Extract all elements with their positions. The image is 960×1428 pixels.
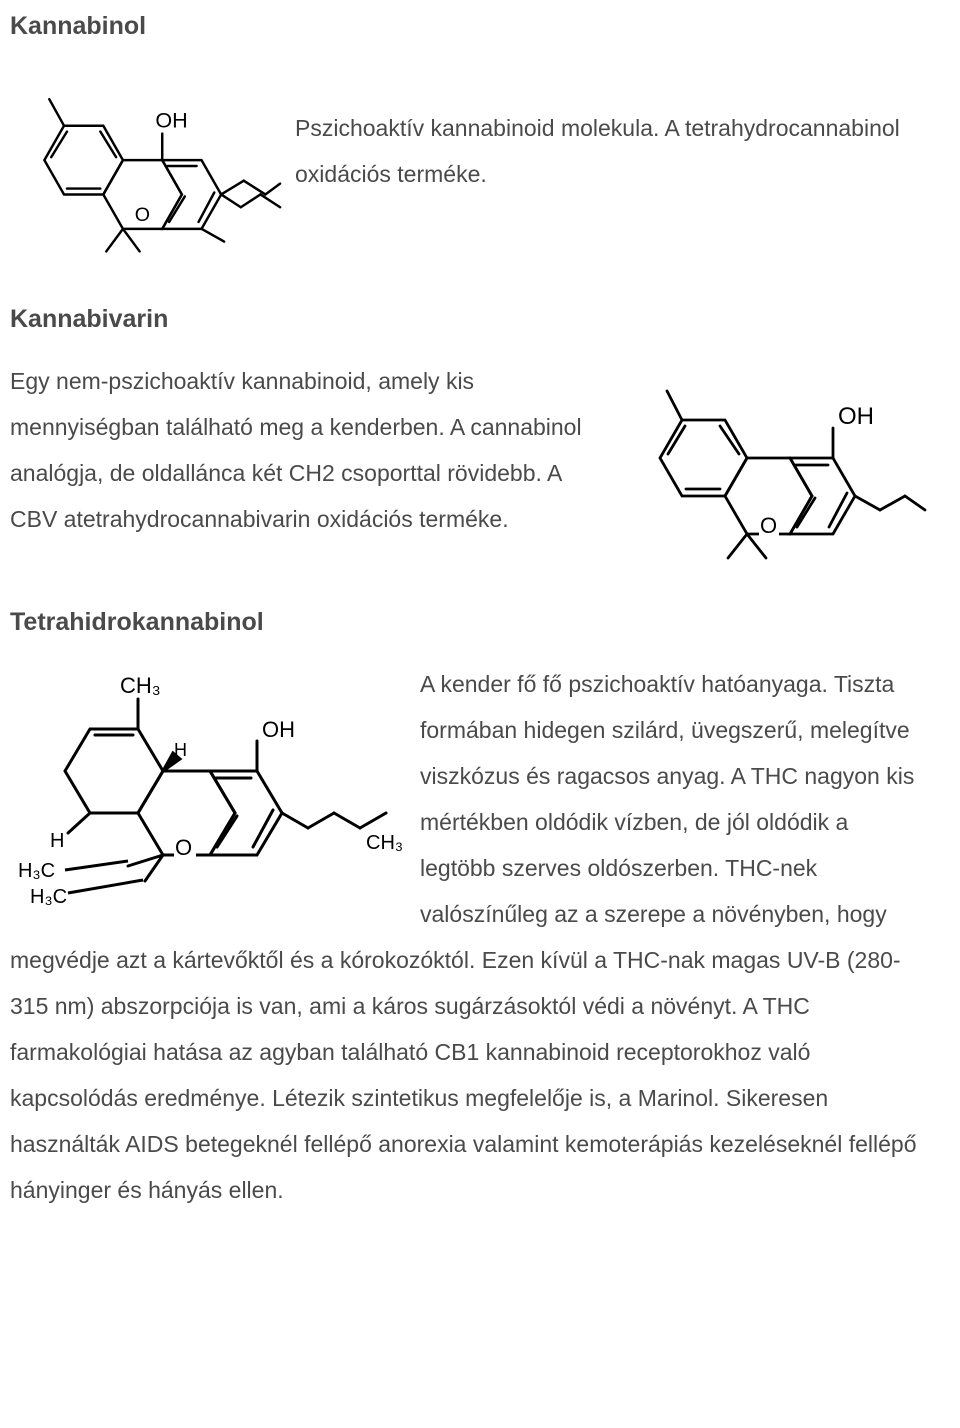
- kannabinol-row: OH O O Pszichoaktív kannabinoid molekula…: [10, 65, 930, 265]
- svg-text:CH₃: CH₃: [120, 673, 161, 698]
- kannabinol-body: Pszichoaktív kannabinoid molekula. A tet…: [285, 65, 930, 197]
- kannabinol-structure-icon: OH O O: [10, 65, 285, 265]
- thc-title: Tetrahidrokannabinol: [10, 608, 930, 637]
- thc-row: CH₃ OH H H H₃C H₃C O CH₃ A kender fő fő …: [10, 661, 930, 1213]
- svg-text:H: H: [174, 740, 187, 760]
- svg-text:H₃C: H₃C: [30, 886, 67, 908]
- svg-text:OH: OH: [838, 403, 874, 430]
- thc-structure-icon: CH₃ OH H H H₃C H₃C O CH₃: [10, 661, 410, 921]
- svg-text:O: O: [135, 204, 150, 226]
- kannabivarin-structure-icon: OH O: [620, 358, 930, 568]
- document-page: Kannabinol: [0, 0, 960, 1253]
- svg-text:H: H: [50, 830, 64, 852]
- kannabivarin-title: Kannabivarin: [10, 305, 930, 334]
- kannabinol-title: Kannabinol: [10, 12, 930, 41]
- svg-text:OH: OH: [262, 717, 295, 742]
- svg-text:O: O: [175, 835, 192, 860]
- svg-text:OH: OH: [155, 108, 187, 133]
- svg-text:CH₃: CH₃: [366, 832, 403, 854]
- svg-text:H₃C: H₃C: [18, 860, 55, 882]
- kannabivarin-row: Egy nem-pszichoaktív kannabinoid, amely …: [10, 358, 930, 568]
- kannabivarin-body: Egy nem-pszichoaktív kannabinoid, amely …: [10, 358, 620, 542]
- svg-text:O: O: [760, 513, 777, 538]
